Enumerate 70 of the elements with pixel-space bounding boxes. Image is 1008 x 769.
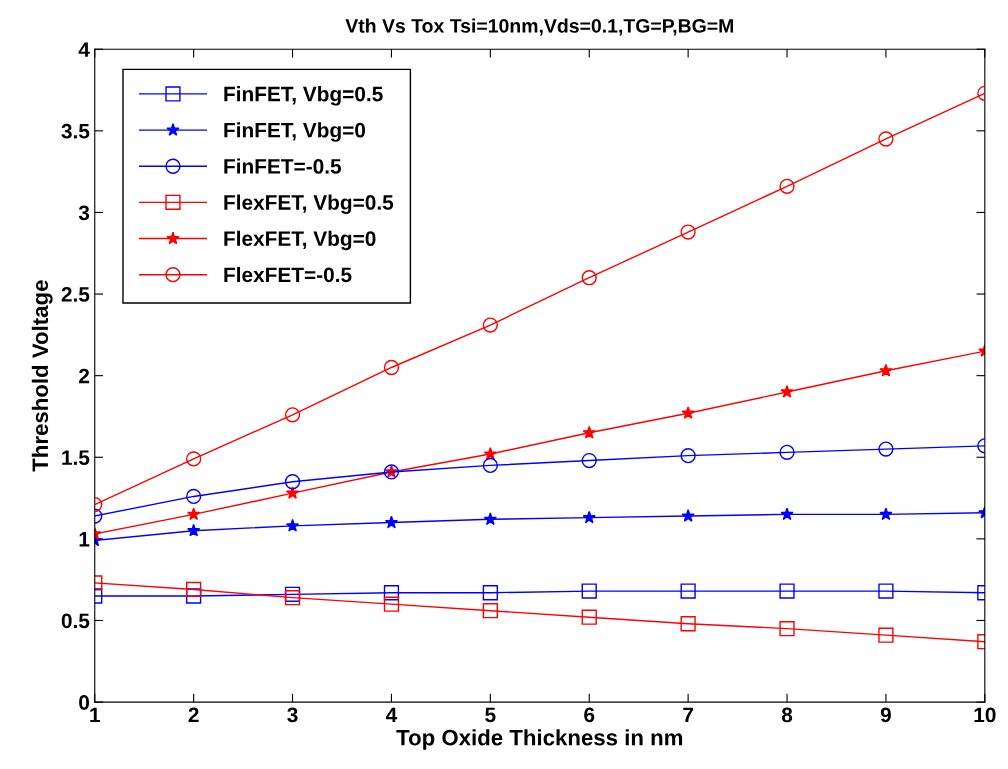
point [482, 457, 498, 474]
y-tick-label: 2 [79, 368, 90, 384]
point [779, 178, 795, 194]
point [681, 406, 695, 419]
point [780, 507, 794, 521]
point [879, 363, 893, 377]
point [680, 616, 696, 632]
point [187, 523, 201, 537]
point [186, 581, 202, 598]
point [383, 359, 400, 376]
point [186, 488, 202, 505]
legend-label: FlexFET=-0.5 [224, 266, 352, 283]
x-tick-label: 7 [683, 707, 694, 723]
y-tick-label: 3.5 [61, 123, 90, 139]
point [581, 452, 597, 469]
point [384, 515, 399, 529]
y-tick-label: 4 [78, 42, 90, 57]
point [186, 451, 202, 467]
legend-label: FinFET, Vbg=0.5 [224, 86, 383, 106]
legend-label: FinFET=-0.5 [224, 158, 342, 174]
x-tick-label: 3 [287, 707, 298, 723]
y-tick-label: 0.5 [61, 613, 90, 629]
point [383, 596, 400, 612]
point [878, 627, 894, 643]
x-tick-label: 1 [90, 707, 100, 723]
y-tick-label: 2.5 [61, 287, 90, 302]
point [187, 507, 201, 521]
x-tick-label: 2 [188, 707, 199, 723]
point [878, 131, 894, 147]
point [681, 509, 695, 522]
point [483, 512, 497, 526]
point [779, 621, 795, 637]
point [680, 583, 696, 599]
legend-label: FlexFET, Vbg=0.5 [224, 194, 394, 215]
point [284, 474, 301, 490]
point [780, 385, 794, 398]
point [878, 583, 894, 599]
y-axis-title: Threshold Voltage [31, 280, 53, 472]
x-tick-label: 9 [880, 707, 891, 723]
y-tick-label: 1.5 [62, 450, 90, 466]
point [879, 507, 893, 521]
point [482, 317, 498, 333]
point [680, 447, 696, 464]
x-tick-label: 5 [485, 707, 496, 723]
point [680, 224, 696, 240]
point [581, 583, 597, 599]
point [779, 583, 795, 599]
point [581, 609, 597, 625]
point [483, 447, 497, 460]
point [482, 603, 498, 619]
x-tick-label: 4 [385, 707, 398, 723]
y-tick-label: 3 [78, 205, 90, 221]
point [383, 585, 400, 601]
y-tick-label: 0 [79, 695, 90, 710]
x-tick-label: 10 [974, 707, 996, 723]
point [582, 425, 596, 439]
point [878, 441, 894, 457]
point [284, 407, 301, 423]
point [582, 510, 596, 524]
point [581, 270, 597, 286]
legend-label: FinFET, Vbg=0 [224, 122, 366, 142]
y-tick-label: 1 [79, 532, 90, 547]
chart-title: Vth Vs Tox Tsi=10nm,Vds=0.1,TG=P,BG=M [345, 18, 734, 36]
x-tick-label: 6 [584, 707, 595, 723]
point [482, 585, 498, 601]
x-tick-label: 8 [781, 707, 793, 723]
x-axis-title: Top Oxide Thickness in nm [396, 729, 683, 750]
point [779, 444, 795, 461]
legend-label: FlexFET, Vbg=0 [224, 230, 376, 251]
point [285, 518, 300, 532]
